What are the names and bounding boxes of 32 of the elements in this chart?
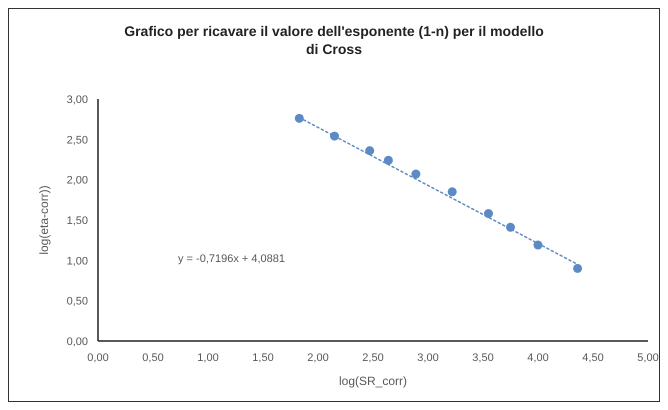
x-tick-label: 3,50 xyxy=(472,352,494,364)
x-tick-label: 2,00 xyxy=(307,352,329,364)
y-tick-label: 1,50 xyxy=(66,215,88,227)
y-tick-label: 2,50 xyxy=(66,134,88,146)
y-tick-label: 0,50 xyxy=(66,296,88,308)
y-axis-title: log(eta-corr)) xyxy=(37,185,51,255)
x-tick-label: 1,00 xyxy=(197,352,219,364)
point xyxy=(294,114,304,123)
point xyxy=(484,209,493,218)
point xyxy=(384,156,393,165)
x-tick-label: 5,00 xyxy=(637,352,659,364)
x-tick-label: 3,00 xyxy=(417,352,439,364)
point xyxy=(448,187,457,196)
point xyxy=(330,132,339,141)
y-tick-label: 2,00 xyxy=(66,174,88,187)
point xyxy=(573,264,582,273)
x-tick-label: 2,50 xyxy=(362,352,384,364)
point xyxy=(506,222,515,232)
x-tick-label: 0,00 xyxy=(87,352,109,364)
chart-title: Grafico per ricavare il valore dell'esponente (1-n) per il modello di Cross xyxy=(124,23,544,57)
x-tick-label: 4,50 xyxy=(582,352,604,364)
x-tick-label: 0,50 xyxy=(142,352,164,364)
annotation: y = -0,7196x + 4,0881 xyxy=(178,253,286,265)
y-tick-label: 3,00 xyxy=(66,94,88,106)
point xyxy=(534,240,542,250)
point xyxy=(365,146,374,156)
x-axis-title: log(SR_corr) xyxy=(338,374,408,388)
y-tick-label: 1,00 xyxy=(66,255,88,268)
x-tick-label: 4,00 xyxy=(527,352,549,364)
x-tick-label: 1,50 xyxy=(252,352,274,364)
point xyxy=(411,170,420,179)
y-tick-label: 0,00 xyxy=(66,336,88,348)
